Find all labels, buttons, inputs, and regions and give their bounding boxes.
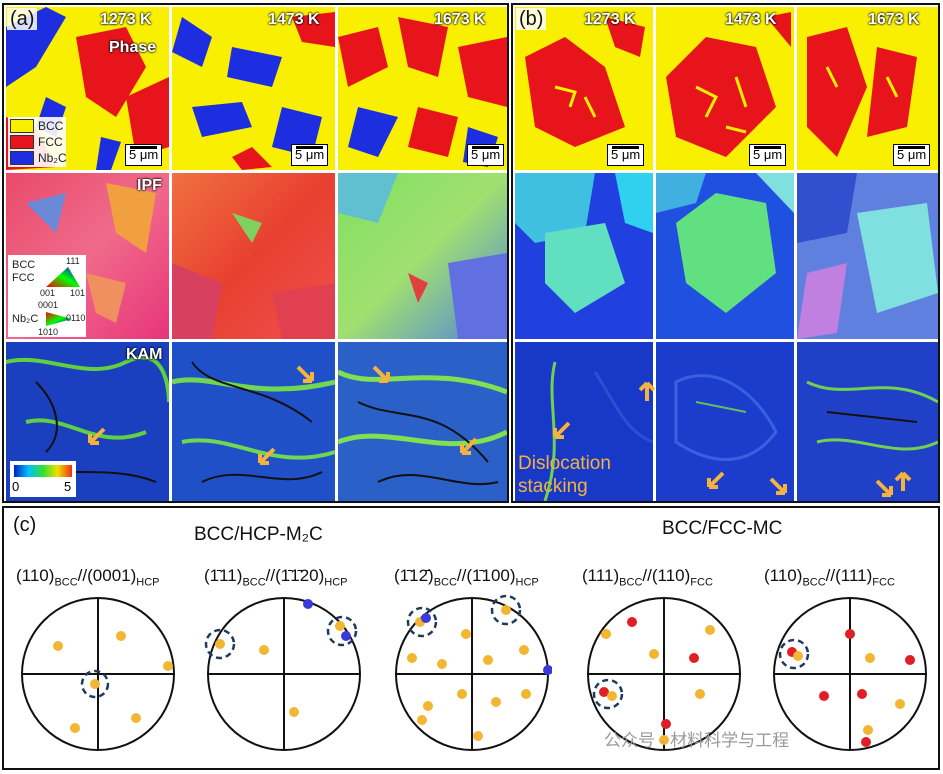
phase-map-1673 bbox=[338, 7, 507, 170]
legend-text-nb2c: Nb₂C bbox=[38, 151, 67, 165]
watermark: 公众号 · 材料科学与工程 bbox=[604, 731, 790, 750]
arrow-icon bbox=[769, 477, 787, 495]
annotation-line-1: Dislocation bbox=[518, 453, 611, 474]
temp-label-b-1673: 1673 K bbox=[868, 11, 920, 28]
ipf-triangle-cubic bbox=[46, 267, 80, 287]
dislocation-stacking-annotation: Dislocation stacking bbox=[518, 452, 611, 498]
scale-bar: 5 μm bbox=[607, 144, 645, 166]
legend-item-fcc: FCC bbox=[10, 135, 63, 149]
scale-bar: 5 μm bbox=[467, 144, 505, 166]
pole-figure-2 bbox=[204, 597, 361, 751]
phase-map-b-1273 bbox=[515, 7, 653, 170]
arrow-icon bbox=[372, 365, 390, 383]
temp-label-1673: 1673 K bbox=[434, 11, 486, 28]
scale-bar: 5 μm bbox=[893, 144, 931, 166]
temp-label-1273: 1273 K bbox=[100, 11, 152, 28]
kam-color-bar: 0 5 bbox=[10, 461, 76, 497]
legend-swatch-fcc bbox=[10, 135, 34, 149]
panel-b-label: (b) bbox=[516, 8, 547, 30]
kam-map-1673 bbox=[338, 342, 507, 501]
ipf-map-b-1473 bbox=[656, 173, 794, 339]
ipf-key-111: 111 bbox=[66, 256, 80, 266]
kam-map-b-1673 bbox=[797, 342, 938, 501]
pole-figure-4 bbox=[587, 597, 741, 751]
ipf-map-b-1273 bbox=[515, 173, 653, 339]
kam-map-1473 bbox=[172, 342, 335, 501]
arrow-icon bbox=[553, 421, 571, 439]
arrow-icon bbox=[894, 471, 912, 491]
ipf-row-label: IPF bbox=[137, 177, 162, 194]
scale-bar: 5 μm bbox=[749, 144, 787, 166]
temp-label-b-1273: 1273 K bbox=[584, 11, 636, 28]
phase-row-label: Phase bbox=[109, 39, 157, 56]
kam-map-b-1473 bbox=[656, 342, 794, 501]
pole-figure-3 bbox=[395, 594, 552, 751]
kam-row-label: KAM bbox=[126, 346, 163, 363]
ipf-key-001: 001 bbox=[40, 288, 56, 298]
kam-max-label: 5 bbox=[64, 479, 72, 494]
panel-c-label: (c) bbox=[13, 514, 37, 536]
phase-map-b-1673 bbox=[797, 7, 938, 170]
ipf-key-fcc: FCC bbox=[12, 272, 35, 284]
ipf-color-key: BCC FCC 111 001 101 0001 Nb₂C 0110 1010 bbox=[8, 255, 86, 337]
group-title-hcp: BCC/HCP-M₂C bbox=[194, 524, 323, 545]
temp-label-1473: 1473 K bbox=[268, 11, 320, 28]
arrow-icon bbox=[875, 479, 893, 497]
ipf-triangle-hex bbox=[46, 312, 72, 326]
arrow-icon bbox=[638, 381, 656, 401]
ipf-key-101: 101 bbox=[70, 288, 86, 298]
projection-label-1: (110)BCC//(0001)HCP bbox=[16, 566, 160, 589]
phase-map-b-1473 bbox=[656, 7, 794, 170]
ipf-map-1673 bbox=[338, 173, 507, 339]
group-title-fcc: BCC/FCC-MC bbox=[662, 518, 783, 539]
panel-a: (a) 1273 K 1473 K 1673 K Phase IPF KAM 5… bbox=[2, 3, 509, 503]
phase-legend: BCC FCC Nb₂C bbox=[8, 117, 67, 167]
kam-map-b-1273 bbox=[515, 342, 653, 501]
projection-label-5: (110)BCC//(111)FCC bbox=[764, 566, 895, 589]
ipf-map-1473 bbox=[172, 173, 335, 339]
arrow-icon bbox=[707, 471, 725, 489]
arrow-icon bbox=[258, 447, 276, 465]
projection-label-3: (1̄12̄)BCC//(1̄100)HCP bbox=[394, 566, 539, 589]
ipf-key-bcc: BCC bbox=[12, 259, 36, 271]
kam-gradient bbox=[14, 465, 72, 477]
legend-text-fcc: FCC bbox=[38, 135, 63, 149]
ipf-map-b-1673 bbox=[797, 173, 938, 339]
pole-figure-1 bbox=[21, 597, 175, 751]
legend-item-bcc: BCC bbox=[10, 119, 63, 133]
kam-min-label: 0 bbox=[12, 479, 20, 494]
panel-a-label: (a) bbox=[7, 8, 38, 30]
legend-swatch-bcc bbox=[10, 119, 34, 133]
legend-text-bcc: BCC bbox=[38, 119, 64, 133]
ipf-key-0110: 0110 bbox=[66, 313, 86, 323]
arrow-icon bbox=[88, 427, 106, 445]
legend-swatch-nb2c bbox=[10, 151, 34, 165]
temp-label-b-1473: 1473 K bbox=[725, 11, 777, 28]
panel-b: (b) 1273 K 1473 K 1673 K 5 μm 5 μm 5 μm … bbox=[511, 3, 940, 503]
ipf-key-0001: 0001 bbox=[38, 300, 59, 310]
ipf-key-nb2c: Nb₂C bbox=[12, 313, 39, 325]
projection-label-2: (1̄11)BCC//(1̄1̄20)HCP bbox=[204, 566, 348, 589]
legend-item-nb2c: Nb₂C bbox=[10, 151, 67, 165]
scale-bar: 5 μm bbox=[125, 144, 163, 166]
ipf-key-1010: 1010 bbox=[38, 327, 59, 337]
arrow-icon bbox=[296, 365, 314, 383]
pole-figure-5 bbox=[773, 597, 927, 751]
annotation-line-2: stacking bbox=[518, 476, 588, 497]
scale-bar: 5 μm bbox=[291, 144, 329, 166]
arrow-icon bbox=[460, 437, 478, 455]
projection-label-4: (111)BCC//(110)FCC bbox=[582, 566, 713, 589]
panel-c: (c) BCC/HCP-M₂C BCC/FCC-MC (110)BCC//(00… bbox=[2, 506, 940, 770]
